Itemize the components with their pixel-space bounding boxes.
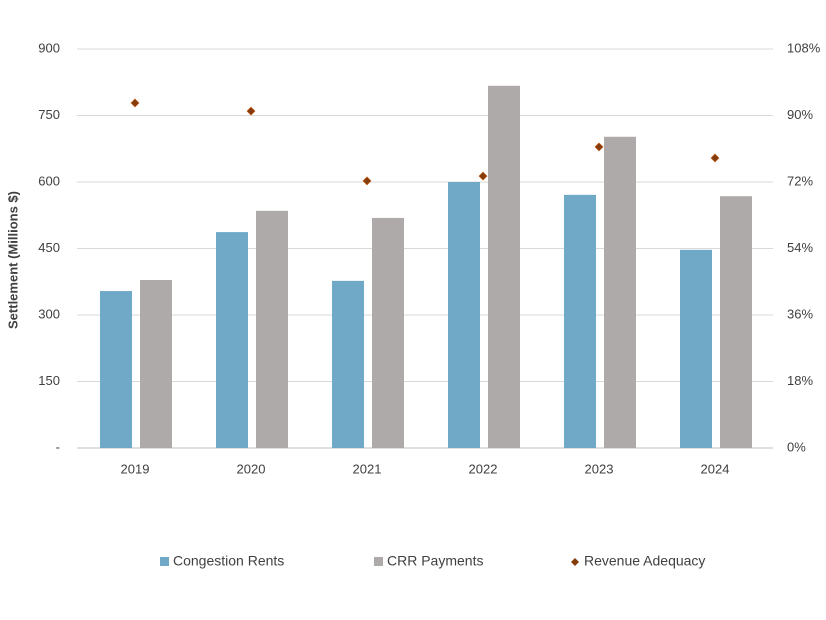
x-tick-label: 2022 <box>469 461 498 476</box>
x-tick-label: 2021 <box>353 461 382 476</box>
marker <box>594 142 604 152</box>
legend-swatch <box>374 557 383 566</box>
marker <box>710 153 720 163</box>
bar <box>256 210 288 448</box>
y2-tick-label: 0% <box>787 439 806 454</box>
bar <box>100 291 132 448</box>
legend-label: CRR Payments <box>387 553 483 569</box>
x-tick-label: 2019 <box>121 461 150 476</box>
y2-tick-label: 18% <box>787 373 813 388</box>
bar <box>372 217 404 448</box>
y-axis-title: Settlement (Millions $) <box>5 191 20 329</box>
x-tick-label: 2023 <box>585 461 614 476</box>
bar <box>564 194 596 448</box>
legend-label: Revenue Adequacy <box>584 553 705 569</box>
y2-tick-label: 36% <box>787 306 813 321</box>
y-tick-label: 900 <box>38 40 60 55</box>
legend-swatch <box>160 557 169 566</box>
y2-tick-label: 72% <box>787 173 813 188</box>
marker <box>246 106 256 116</box>
legend-label: Congestion Rents <box>173 553 284 569</box>
y-tick-label: 600 <box>38 173 60 188</box>
marker <box>362 176 372 186</box>
y2-tick-label: 54% <box>787 240 813 255</box>
marker <box>130 98 140 108</box>
y2-tick-label: 108% <box>787 40 821 55</box>
y-tick-label: 750 <box>38 107 60 122</box>
y-tick-label: 150 <box>38 373 60 388</box>
y-tick-label: 450 <box>38 240 60 255</box>
y-tick-label: 300 <box>38 306 60 321</box>
bar <box>680 249 712 448</box>
bar <box>140 279 172 448</box>
marker <box>478 171 488 181</box>
legend-marker <box>571 558 579 566</box>
bar <box>216 232 248 448</box>
bar <box>604 136 636 448</box>
bar <box>488 85 520 449</box>
y2-tick-label: 90% <box>787 107 813 122</box>
x-tick-label: 2024 <box>701 461 730 476</box>
x-tick-label: 2020 <box>237 461 266 476</box>
bar <box>448 182 480 448</box>
bar <box>720 196 752 448</box>
bar <box>332 280 364 448</box>
y-tick-label: - <box>56 439 60 454</box>
